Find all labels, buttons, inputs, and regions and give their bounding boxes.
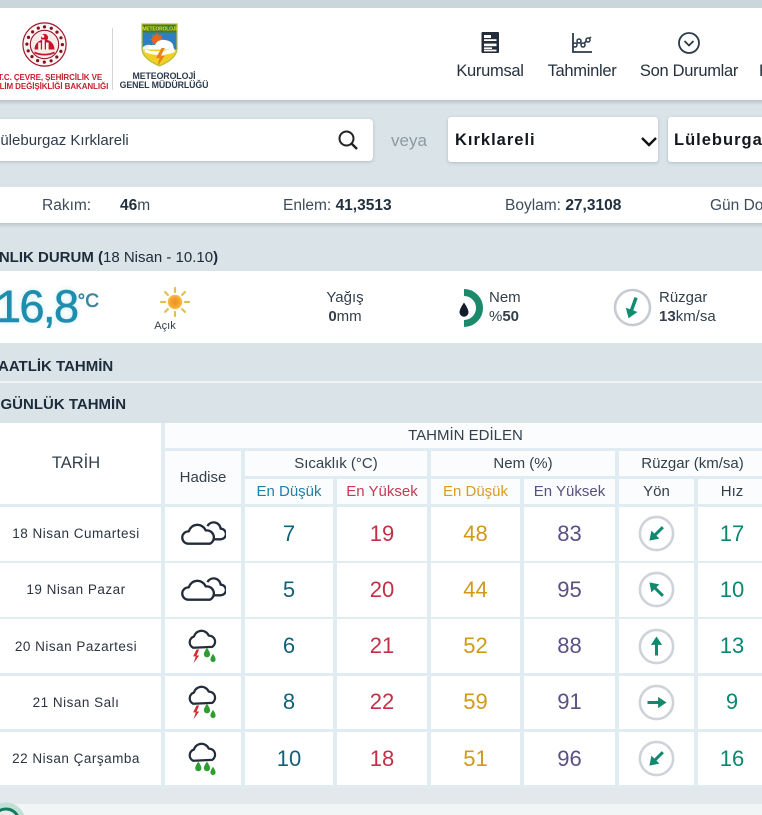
- svg-text:METEOROLOJİ: METEOROLOJİ: [142, 25, 177, 32]
